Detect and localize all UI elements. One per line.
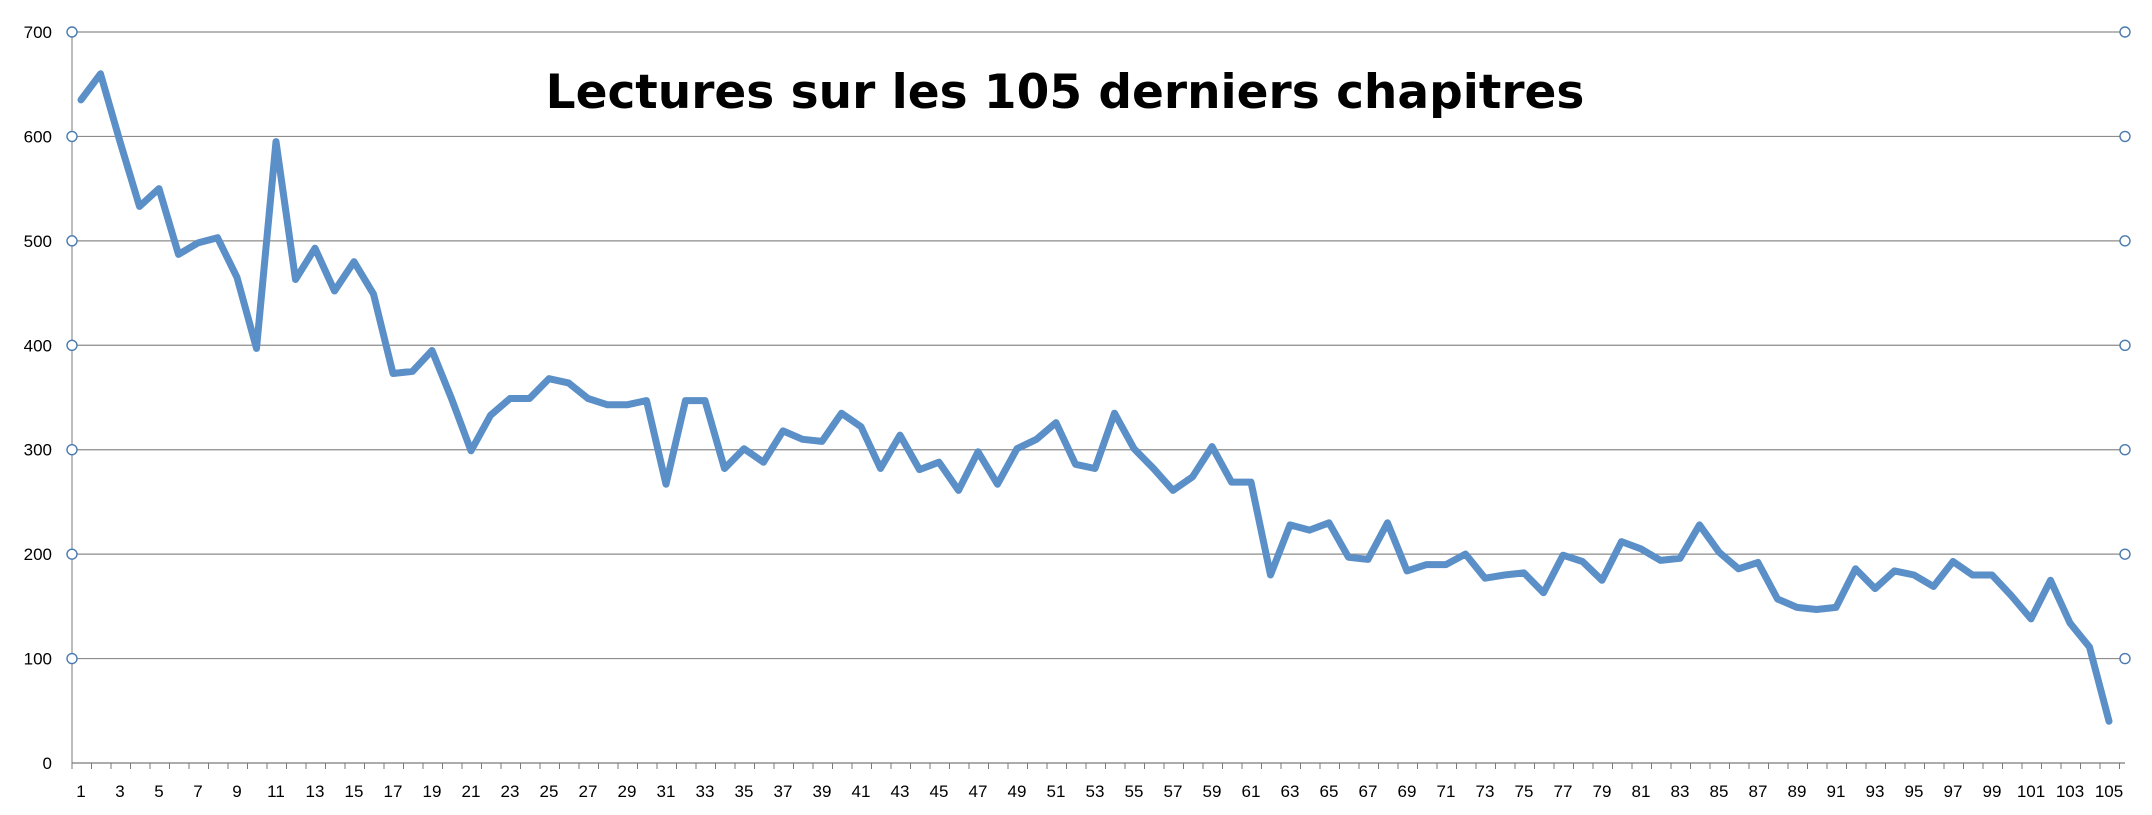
x-tick-label-89: 89 [1788, 782, 1807, 801]
x-tick-label-1: 1 [76, 782, 85, 801]
x-tick-label-87: 87 [1749, 782, 1768, 801]
axis-markers [66, 26, 2131, 665]
x-tick-label-57: 57 [1164, 782, 1183, 801]
x-tick-label-99: 99 [1983, 782, 2002, 801]
x-tick-label-81: 81 [1632, 782, 1651, 801]
x-tick-label-25: 25 [540, 782, 559, 801]
gridlines [72, 31, 2125, 660]
y-axis-marker-right-200 [2119, 548, 2131, 560]
y-axis-marker-left-100 [66, 652, 78, 665]
y-axis-marker-left-200 [66, 548, 78, 560]
x-tick-label-79: 79 [1593, 782, 1612, 801]
x-tick-label-17: 17 [384, 782, 403, 801]
x-tick-label-39: 39 [813, 782, 832, 801]
x-tick-label-5: 5 [154, 782, 163, 801]
x-tick-label-37: 37 [774, 782, 793, 801]
x-tick-label-63: 63 [1281, 782, 1300, 801]
y-tick-label-700: 700 [24, 23, 52, 42]
y-axis-marker-left-700 [66, 26, 78, 38]
x-tick-label-105: 105 [2095, 782, 2123, 801]
series-layer [77, 70, 2113, 725]
x-tick-label-61: 61 [1242, 782, 1261, 801]
x-tick-label-31: 31 [657, 782, 676, 801]
x-tick-label-93: 93 [1866, 782, 1885, 801]
x-tick-label-67: 67 [1359, 782, 1378, 801]
x-tick-label-71: 71 [1437, 782, 1456, 801]
x-tick-label-19: 19 [423, 782, 442, 801]
x-tick-label-47: 47 [969, 782, 988, 801]
x-tick-label-101: 101 [2017, 782, 2045, 801]
x-tick-label-77: 77 [1554, 782, 1573, 801]
series-line-0 [77, 70, 2113, 725]
x-tick-label-85: 85 [1710, 782, 1729, 801]
x-tick-label-51: 51 [1047, 782, 1066, 801]
x-tick-label-11: 11 [267, 782, 285, 801]
x-tick-labels: 1 3 5 7 9 11 13 15 17 19 21 23 25 27 29 31 33 35 37 39 41 43 4… [76, 782, 2123, 801]
x-tick-label-9: 9 [232, 782, 241, 801]
x-tick-label-7: 7 [193, 782, 202, 801]
x-tick-label-103: 103 [2056, 782, 2084, 801]
x-tick-label-95: 95 [1905, 782, 1924, 801]
y-tick-label-400: 400 [24, 336, 52, 355]
x-tick-label-83: 83 [1671, 782, 1690, 801]
y-axis-marker-right-500 [2119, 235, 2131, 247]
axes [71, 32, 2125, 769]
x-tick-label-65: 65 [1320, 782, 1339, 801]
y-axis-marker-left-300 [66, 444, 78, 456]
x-tick-label-23: 23 [501, 782, 520, 801]
x-tick-label-91: 91 [1827, 782, 1846, 801]
x-tick-label-73: 73 [1476, 782, 1495, 801]
y-tick-label-600: 600 [24, 127, 52, 146]
x-tick-label-49: 49 [1008, 782, 1027, 801]
y-tick-labels: 0 100 200 300 400 500 600 700 [24, 23, 52, 773]
x-tick-label-13: 13 [306, 782, 325, 801]
x-tick-label-35: 35 [735, 782, 754, 801]
y-axis-marker-left-600 [66, 130, 78, 143]
x-tick-label-33: 33 [696, 782, 715, 801]
x-tick-label-97: 97 [1944, 782, 1963, 801]
y-axis-marker-right-600 [2119, 130, 2131, 143]
y-tick-label-200: 200 [24, 545, 52, 564]
y-axis-marker-right-700 [2119, 26, 2131, 38]
x-tick-label-43: 43 [891, 782, 910, 801]
x-tick-label-27: 27 [579, 782, 598, 801]
y-axis-marker-left-400 [66, 339, 78, 351]
x-tick-label-41: 41 [852, 782, 871, 801]
x-tick-label-15: 15 [345, 782, 364, 801]
x-tick-label-21: 21 [462, 782, 481, 801]
x-tick-label-3: 3 [115, 782, 124, 801]
y-axis-marker-right-100 [2119, 652, 2131, 665]
y-axis-marker-left-500 [66, 235, 78, 247]
x-tick-label-55: 55 [1125, 782, 1144, 801]
y-axis-marker-right-300 [2119, 444, 2131, 456]
x-tick-label-29: 29 [618, 782, 637, 801]
x-tick-label-53: 53 [1086, 782, 1105, 801]
x-tick-label-59: 59 [1203, 782, 1222, 801]
y-tick-label-0: 0 [43, 754, 52, 773]
x-tick-label-69: 69 [1398, 782, 1417, 801]
y-tick-label-300: 300 [24, 441, 52, 460]
y-tick-label-500: 500 [24, 232, 52, 251]
x-tick-label-75: 75 [1515, 782, 1534, 801]
y-axis-marker-right-400 [2119, 339, 2131, 351]
x-tick-label-45: 45 [930, 782, 949, 801]
y-tick-label-100: 100 [24, 650, 52, 669]
chart-title: Lectures sur les 105 derniers chapitres [546, 65, 1585, 120]
